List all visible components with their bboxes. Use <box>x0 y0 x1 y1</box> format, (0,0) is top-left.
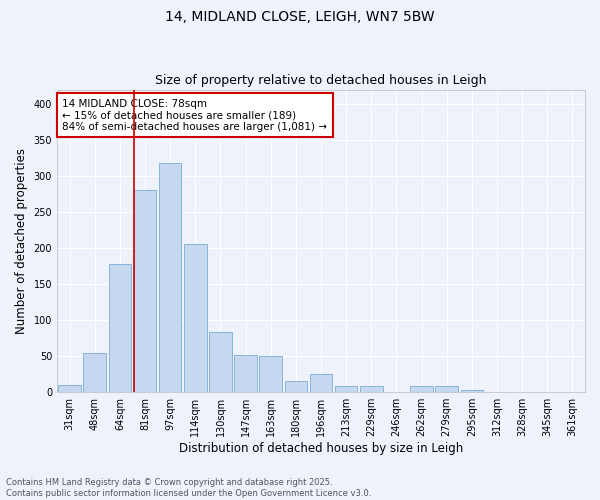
Bar <box>259 356 282 392</box>
Bar <box>335 386 358 392</box>
Bar <box>410 386 433 392</box>
Bar <box>234 354 257 392</box>
Bar <box>284 382 307 392</box>
Bar <box>310 374 332 392</box>
Bar <box>159 163 181 392</box>
Text: 14, MIDLAND CLOSE, LEIGH, WN7 5BW: 14, MIDLAND CLOSE, LEIGH, WN7 5BW <box>165 10 435 24</box>
X-axis label: Distribution of detached houses by size in Leigh: Distribution of detached houses by size … <box>179 442 463 455</box>
Bar <box>184 244 206 392</box>
Bar <box>209 332 232 392</box>
Title: Size of property relative to detached houses in Leigh: Size of property relative to detached ho… <box>155 74 487 87</box>
Bar <box>134 190 157 392</box>
Bar <box>58 385 81 392</box>
Text: Contains HM Land Registry data © Crown copyright and database right 2025.
Contai: Contains HM Land Registry data © Crown c… <box>6 478 371 498</box>
Y-axis label: Number of detached properties: Number of detached properties <box>15 148 28 334</box>
Bar <box>461 390 483 392</box>
Bar <box>436 386 458 392</box>
Bar <box>83 352 106 392</box>
Bar <box>109 264 131 392</box>
Text: 14 MIDLAND CLOSE: 78sqm
← 15% of detached houses are smaller (189)
84% of semi-d: 14 MIDLAND CLOSE: 78sqm ← 15% of detache… <box>62 98 328 132</box>
Bar <box>360 386 383 392</box>
